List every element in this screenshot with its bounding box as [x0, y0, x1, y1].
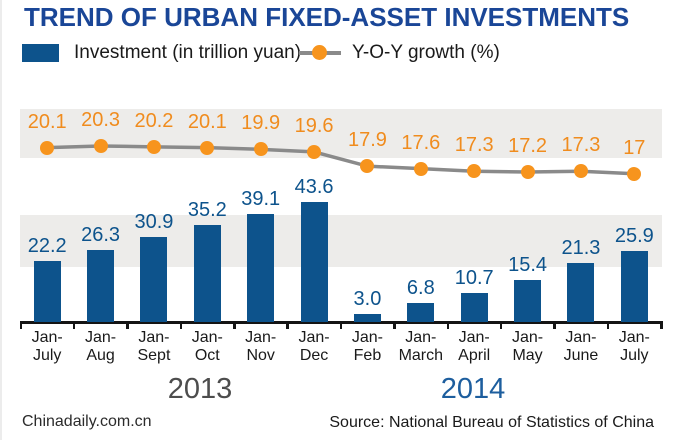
growth-value-label: 17.6 [401, 131, 441, 154]
growth-value-label: 17.9 [347, 129, 387, 152]
x-axis-label: Jan- Dec [298, 329, 330, 364]
chart-title: TREND OF URBAN FIXED-ASSET INVESTMENTS [24, 2, 630, 32]
axis-tick [19, 321, 22, 329]
growth-band [20, 109, 662, 158]
bar [140, 236, 168, 322]
bar [300, 202, 328, 322]
bar [460, 292, 488, 322]
bar-value-label: 3.0 [353, 287, 382, 310]
line-marker-dot-icon [312, 45, 327, 60]
growth-value-label: 17.2 [508, 135, 548, 158]
bar-value-label: 43.6 [294, 176, 334, 198]
year-label-2013: 2013 [167, 373, 233, 405]
bar-value-label: 6.8 [406, 277, 435, 300]
year-label-2014: 2014 [440, 373, 506, 405]
line-point-icon [467, 164, 482, 179]
axis-tick [393, 321, 396, 329]
bar-swatch-icon [22, 44, 59, 62]
growth-value-label: 17.3 [561, 134, 601, 157]
bar [33, 260, 61, 322]
x-axis-label: Jan- May [512, 329, 544, 364]
x-axis-label: Jan- Aug [85, 329, 117, 364]
axis-tick [446, 321, 449, 329]
bar [193, 225, 221, 322]
axis-tick [553, 321, 556, 329]
bar [353, 313, 381, 322]
bar-value-label: 26.3 [81, 223, 121, 246]
line-point-icon [93, 139, 108, 153]
x-axis-label: Jan- July [31, 329, 63, 364]
bar [567, 263, 595, 322]
line-point-icon [413, 161, 428, 176]
branding: Chinadaily.com.cn [22, 413, 152, 430]
bar [620, 250, 648, 322]
line-point-icon [40, 140, 55, 155]
axis-tick [179, 321, 183, 329]
bar [247, 214, 275, 322]
line-point-icon [627, 166, 642, 181]
bar-value-label: 10.7 [454, 266, 494, 289]
legend-label-growth: Y-O-Y growth (%) [352, 42, 500, 63]
x-axis-label: Jan- Nov [245, 329, 277, 364]
bar-value-label: 39.1 [241, 188, 281, 211]
x-axis-label: Jan- Oct [191, 329, 223, 364]
bar-value-label: 15.4 [508, 253, 548, 276]
growth-value-label: 19.9 [241, 112, 281, 135]
line-point-icon [520, 165, 535, 180]
x-axis-label: Jan- June [563, 329, 599, 364]
line-point-icon [200, 140, 215, 155]
axis-tick [126, 321, 129, 329]
axis-tick [233, 321, 236, 329]
x-axis-label: Jan- April [458, 329, 491, 364]
bar-value-label: 35.2 [187, 199, 227, 222]
axis-tick [660, 321, 663, 329]
bar-value-label: 30.9 [134, 210, 174, 233]
source: Source: National Bureau of Statistics of… [329, 414, 654, 431]
growth-value-label: 19.6 [294, 114, 334, 137]
growth-value-label: 20.2 [134, 109, 174, 132]
line-point-icon [360, 159, 375, 174]
line-point-icon [146, 139, 161, 154]
x-axis-label: Jan- Feb [351, 329, 383, 364]
growth-value-label: 17.3 [454, 134, 494, 157]
bar [87, 249, 115, 322]
x-axis-label: Jan- March [398, 329, 444, 364]
legend-label-investment: Investment (in trillion yuan) [74, 42, 302, 63]
axis-tick [606, 321, 610, 329]
x-axis-label: Jan- July [618, 329, 650, 364]
bar [514, 279, 542, 322]
bar [407, 303, 435, 322]
axis-tick [72, 321, 76, 329]
x-axis-label: Jan- Sept [137, 329, 171, 364]
growth-value-label: 20.1 [187, 110, 227, 133]
bar-value-label: 21.3 [561, 237, 601, 260]
growth-value-label: 20.3 [81, 109, 121, 131]
axis-tick [339, 321, 343, 329]
bar-value-label: 22.2 [27, 234, 67, 257]
growth-value-label: 17 [623, 136, 646, 159]
axis-tick [499, 321, 503, 329]
bar-value-label: 25.9 [614, 224, 654, 247]
axis-tick [286, 321, 289, 329]
growth-value-label: 20.1 [27, 110, 67, 133]
line-point-icon [253, 142, 268, 157]
line-point-icon [307, 144, 322, 159]
line-point-icon [573, 164, 588, 179]
bar-band [20, 215, 662, 267]
